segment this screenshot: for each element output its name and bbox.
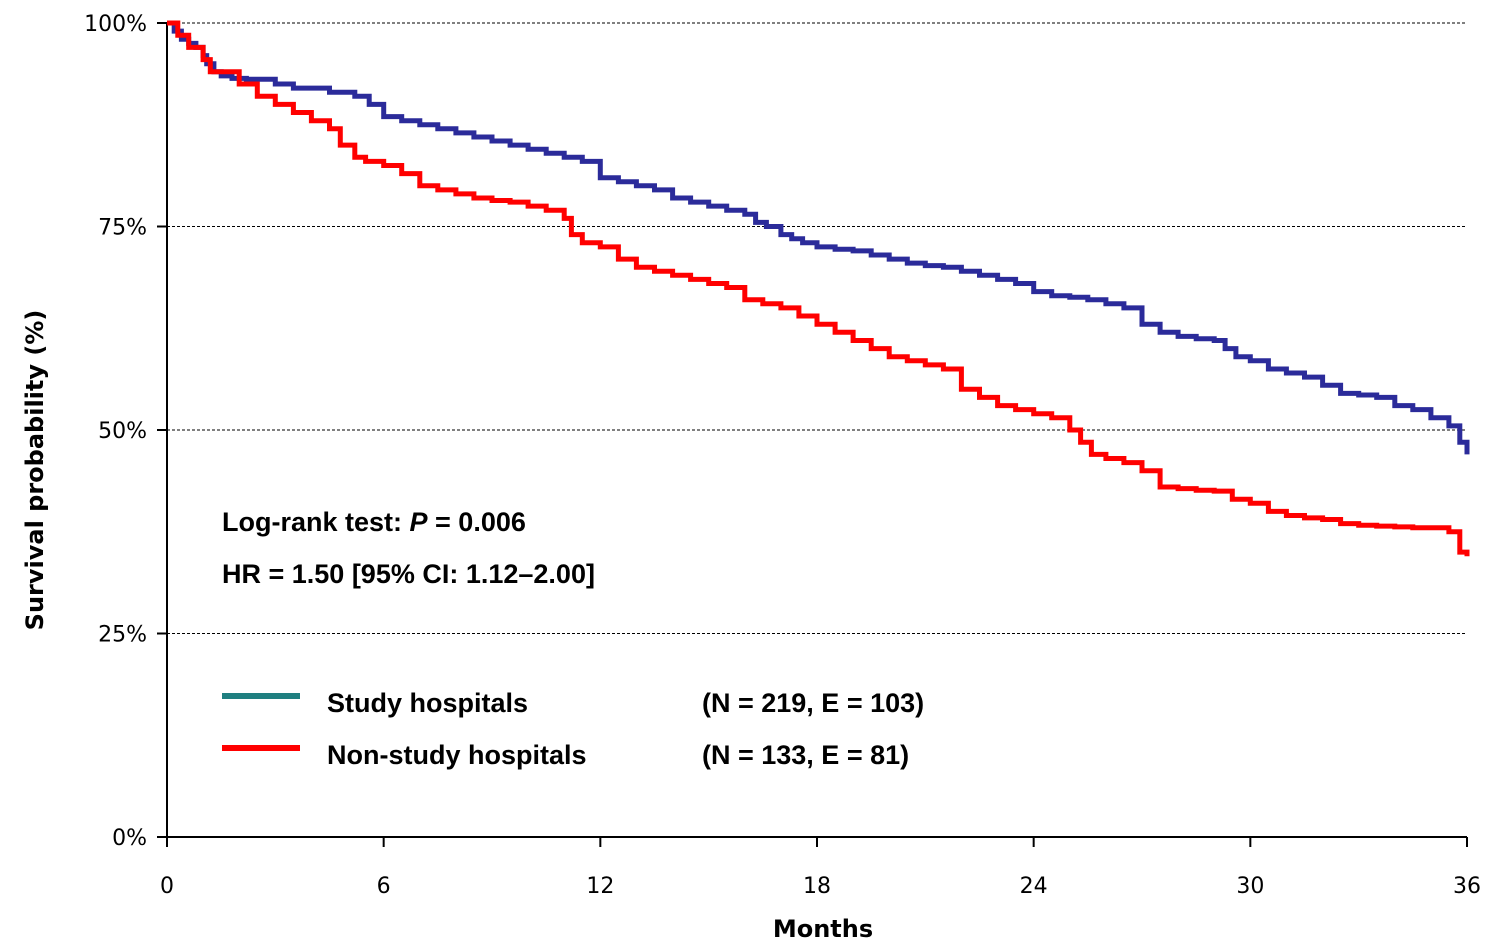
y-tick-label: 50% xyxy=(98,419,147,444)
y-tick-label: 100% xyxy=(84,12,147,37)
logrank-p-symbol: P xyxy=(410,507,429,537)
series-line-1 xyxy=(167,20,1470,557)
x-tick-label: 0 xyxy=(160,874,174,899)
x-tick-label: 18 xyxy=(803,874,831,899)
y-tick-label: 25% xyxy=(98,623,147,648)
logrank-value: = 0.006 xyxy=(428,507,526,537)
series-lines xyxy=(167,20,1470,557)
hazard-ratio-annotation: HR = 1.50 [95% CI: 1.12–2.00] xyxy=(222,559,595,589)
x-tick-label: 6 xyxy=(377,874,391,899)
y-tick-label: 75% xyxy=(98,216,147,241)
legend-stats-non-study-hospitals: (N = 133, E = 81) xyxy=(702,740,909,770)
logrank-prefix: Log-rank test: xyxy=(222,507,410,537)
y-tick-label: 0% xyxy=(112,826,147,851)
y-axis-title: Survival probability (%) xyxy=(21,310,49,631)
x-tick-label: 12 xyxy=(586,874,614,899)
axes: 0% 25% 50% 75% 100% 0 6 12 18 24 30 36 xyxy=(84,12,1481,899)
x-tick-label: 36 xyxy=(1453,874,1481,899)
gridlines xyxy=(167,22,1467,634)
x-tick-label: 30 xyxy=(1236,874,1264,899)
legend-stats-study-hospitals: (N = 219, E = 103) xyxy=(702,688,924,718)
series-line-0 xyxy=(167,20,1470,455)
x-axis-title: Months xyxy=(773,915,873,943)
x-tick-label: 24 xyxy=(1020,874,1048,899)
legend-label-study-hospitals: Study hospitals xyxy=(327,688,528,718)
logrank-annotation: Log-rank test: P = 0.006 xyxy=(222,507,526,537)
legend-label-non-study-hospitals: Non-study hospitals xyxy=(327,740,587,770)
legend: Study hospitals (N = 219, E = 103) Non-s… xyxy=(222,688,924,770)
